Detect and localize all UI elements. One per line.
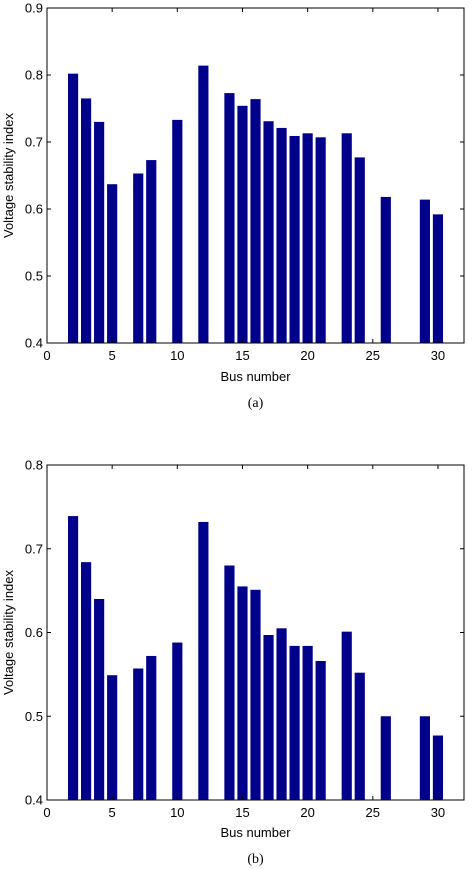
bar-bus-5 [107,184,118,343]
y-axis-label: Voltage stability index [1,112,16,238]
bar-bus-10 [172,119,183,343]
y-tick-label: 0.5 [25,709,43,724]
x-axis-label: Bus number [220,825,291,840]
x-axis-label: Bus number [220,369,291,384]
bar-bus-17 [263,635,274,800]
bar-bus-14 [224,565,235,800]
bar-bus-7 [133,173,144,343]
bar-bus-30 [432,735,444,800]
y-axis-label: Voltage stability index [1,569,16,695]
x-tick-label: 15 [235,805,249,820]
x-tick-label: 0 [43,805,50,820]
y-tick-label: 0.9 [25,1,43,16]
bar-bus-16 [250,589,261,800]
bar-bus-23 [341,133,352,343]
panel-caption: (b) [247,852,264,867]
bar-bus-15 [237,105,248,343]
bar-bus-18 [276,628,287,800]
bar-bus-10 [172,642,183,800]
bar-bus-30 [432,214,444,343]
bar-bus-14 [224,93,235,343]
bar-bus-20 [302,133,313,343]
bar-bus-4 [94,599,105,800]
bar-bus-16 [250,99,261,344]
bar-bus-26 [380,196,391,343]
bar-bus-21 [315,137,326,343]
x-tick-label: 20 [300,805,314,820]
y-tick-label: 0.4 [25,336,43,351]
y-tick-label: 0.6 [25,625,43,640]
x-tick-label: 10 [170,805,184,820]
y-tick-label: 0.4 [25,793,43,808]
panel-caption: (a) [248,396,264,411]
y-tick-label: 0.8 [25,458,43,473]
axes-frame [46,7,465,344]
x-tick-label: 0 [43,348,50,363]
bar-bus-24 [354,157,365,343]
bar-bus-8 [146,655,157,800]
bar-bus-3 [81,98,92,343]
y-tick-label: 0.5 [25,269,43,284]
bar-bus-2 [67,516,79,800]
x-tick-label: 15 [235,348,249,363]
bar-bus-12 [198,65,209,344]
bar-bus-20 [302,645,313,800]
bar-bus-8 [146,160,157,343]
bar-bus-15 [237,586,248,800]
bar-bus-21 [315,660,326,800]
bar-bus-24 [354,672,365,800]
bar-bus-4 [94,121,105,344]
x-tick-label: 10 [170,348,184,363]
y-tick-label: 0.8 [25,68,43,83]
x-tick-label: 20 [300,348,314,363]
bar-bus-17 [263,121,274,343]
x-tick-label: 30 [431,805,445,820]
y-tick-label: 0.7 [25,541,43,556]
y-tick-label: 0.6 [25,202,43,217]
bar-bus-29 [419,199,430,343]
bar-bus-26 [380,716,391,800]
x-tick-label: 25 [366,348,380,363]
bar-bus-18 [276,127,287,344]
x-tick-label: 5 [109,805,116,820]
x-tick-label: 5 [109,348,116,363]
x-tick-label: 25 [366,805,380,820]
bar-bus-7 [133,668,144,800]
bar-bus-19 [289,645,300,800]
bar-bus-2 [67,73,79,343]
y-tick-label: 0.7 [25,135,43,150]
bar-bus-3 [81,562,92,800]
bar-bus-12 [198,521,209,800]
bar-bus-29 [419,716,430,800]
bar-bus-5 [107,675,118,800]
bar-bus-23 [341,631,352,800]
chart-panel-a: 0 5 10 15 20 25 30 0.4 0.5 0.6 0.7 0.8 0.9 Bus number… [1,1,465,411]
chart-panel-b: 0 5 10 15 20 25 30 0.4 0.5 0.6 0.7 0.8 Bus number Vol… [1,458,465,867]
x-tick-label: 30 [431,348,445,363]
bar-bus-19 [289,135,300,343]
